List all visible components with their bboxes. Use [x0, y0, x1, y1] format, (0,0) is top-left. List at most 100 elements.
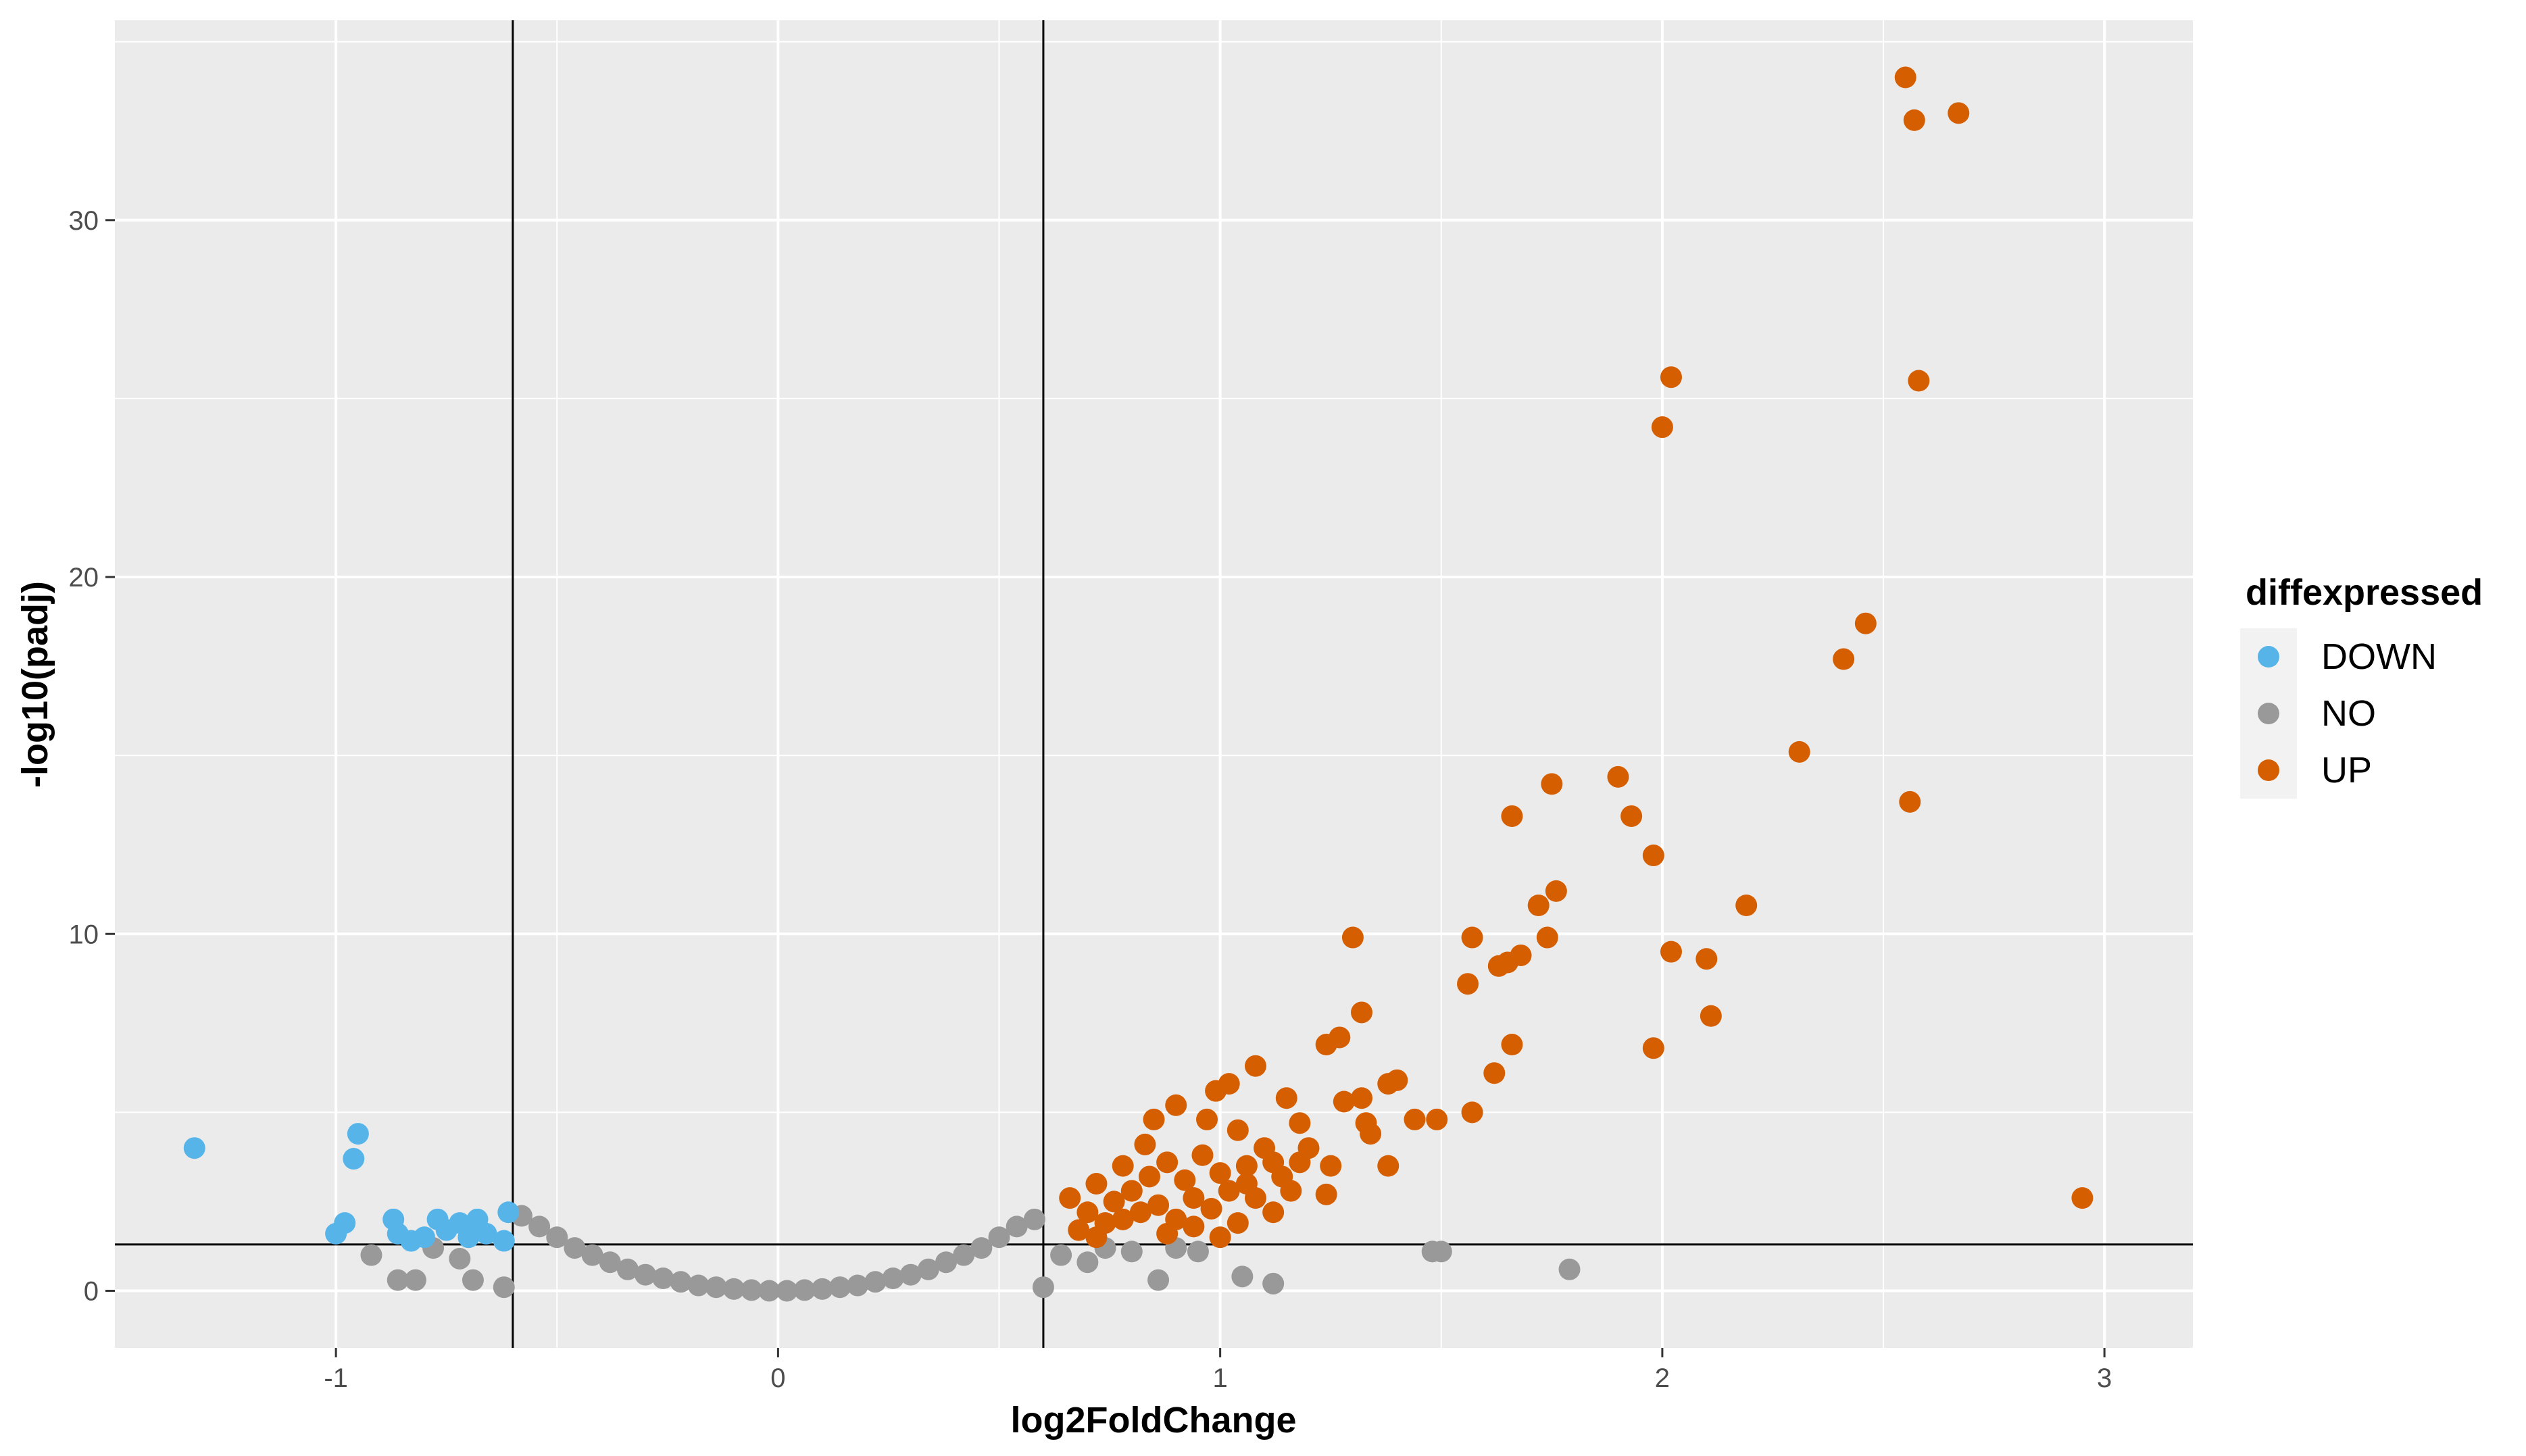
- point-no: [462, 1269, 484, 1291]
- point-up: [1341, 926, 1364, 949]
- point-no: [1262, 1272, 1285, 1295]
- point-no: [988, 1226, 1010, 1249]
- point-no: [1032, 1276, 1054, 1299]
- major-gridlines: [115, 20, 2193, 1348]
- point-up: [1320, 1155, 1342, 1177]
- x-tick-label: 2: [1655, 1363, 1670, 1393]
- point-up: [1607, 765, 1629, 788]
- point-up: [1948, 102, 1970, 124]
- point-up: [1854, 612, 1877, 634]
- point-up: [1156, 1222, 1179, 1245]
- point-up: [1227, 1212, 1249, 1234]
- point-up: [1143, 1108, 1165, 1130]
- legend-key-up: [2258, 759, 2279, 781]
- point-up: [1183, 1187, 1205, 1209]
- point-down: [493, 1230, 515, 1252]
- point-up: [1642, 845, 1664, 867]
- point-up: [1695, 948, 1718, 970]
- y-tick-label: 10: [69, 920, 99, 949]
- point-up: [1275, 1087, 1297, 1109]
- point-no: [387, 1269, 409, 1291]
- point-up: [1651, 416, 1673, 438]
- point-no: [741, 1279, 763, 1301]
- point-no: [1120, 1240, 1143, 1263]
- point-up: [1360, 1123, 1382, 1145]
- point-up: [1174, 1169, 1196, 1191]
- point-up: [1501, 805, 1523, 827]
- point-up: [1377, 1155, 1400, 1177]
- legend-label-down: DOWN: [2321, 636, 2437, 677]
- point-up: [1085, 1226, 1108, 1249]
- point-down: [183, 1137, 205, 1159]
- point-up: [1501, 1034, 1523, 1056]
- point-up: [1289, 1112, 1311, 1134]
- point-up: [1351, 1087, 1372, 1109]
- point-no: [705, 1276, 727, 1299]
- point-no: [828, 1276, 851, 1299]
- point-no: [1430, 1240, 1452, 1263]
- point-up: [1660, 940, 1682, 963]
- point-up: [1244, 1187, 1266, 1209]
- point-up: [1289, 1151, 1311, 1174]
- point-up: [1700, 1005, 1722, 1027]
- legend-keys: DOWN NO UP: [2240, 628, 2437, 799]
- point-no: [811, 1278, 833, 1300]
- point-up: [1487, 955, 1510, 977]
- point-no: [793, 1279, 816, 1301]
- point-up: [1899, 790, 1921, 813]
- point-up: [1894, 66, 1916, 89]
- point-down: [347, 1123, 369, 1145]
- y-tick-label: 0: [84, 1276, 99, 1306]
- point-down: [325, 1222, 347, 1245]
- point-down: [343, 1148, 365, 1170]
- legend: diffexpressed DOWN NO UP: [2240, 572, 2483, 799]
- point-no: [449, 1247, 471, 1270]
- legend-label-no: NO: [2321, 693, 2376, 734]
- x-tick-label: 3: [2097, 1363, 2112, 1393]
- point-up: [2071, 1187, 2094, 1209]
- legend-title: diffexpressed: [2246, 572, 2483, 613]
- point-up: [1315, 1034, 1337, 1056]
- point-up: [1351, 1001, 1372, 1024]
- point-up: [1196, 1108, 1218, 1130]
- point-no: [1231, 1265, 1254, 1288]
- minor-gridlines: [115, 20, 2193, 1348]
- point-up: [1315, 1183, 1337, 1205]
- point-up: [1377, 1073, 1400, 1095]
- point-no: [864, 1271, 887, 1293]
- point-up: [1218, 1180, 1240, 1202]
- point-up: [1333, 1090, 1355, 1113]
- point-no: [616, 1258, 639, 1280]
- point-up: [1735, 895, 1758, 916]
- point-no: [546, 1226, 568, 1249]
- point-up: [1404, 1108, 1426, 1130]
- point-up: [1536, 926, 1558, 949]
- point-no: [935, 1251, 957, 1274]
- point-down: [475, 1222, 497, 1245]
- y-tick-label: 20: [69, 563, 99, 593]
- point-up: [1209, 1226, 1231, 1249]
- point-up: [1908, 370, 1930, 392]
- point-no: [670, 1271, 692, 1293]
- point-up: [1129, 1201, 1151, 1224]
- y-axis-ticks: 0 10 20 30: [69, 206, 115, 1306]
- point-up: [1076, 1201, 1099, 1224]
- y-axis-title: -log10(padj): [15, 581, 55, 788]
- point-no: [564, 1237, 586, 1259]
- point-up: [1483, 1062, 1506, 1084]
- point-down: [457, 1226, 480, 1249]
- point-no: [722, 1278, 745, 1300]
- point-no: [1006, 1215, 1028, 1238]
- point-no: [953, 1244, 975, 1266]
- point-up: [1642, 1037, 1664, 1059]
- point-up: [1461, 926, 1483, 949]
- y-tick-label: 30: [69, 206, 99, 236]
- point-up: [1120, 1180, 1143, 1202]
- point-up: [1134, 1133, 1156, 1155]
- point-up: [1059, 1187, 1081, 1209]
- point-no: [360, 1244, 382, 1266]
- point-up: [1156, 1151, 1179, 1174]
- point-up: [1200, 1197, 1222, 1220]
- point-no: [1023, 1208, 1045, 1230]
- point-no: [882, 1267, 904, 1289]
